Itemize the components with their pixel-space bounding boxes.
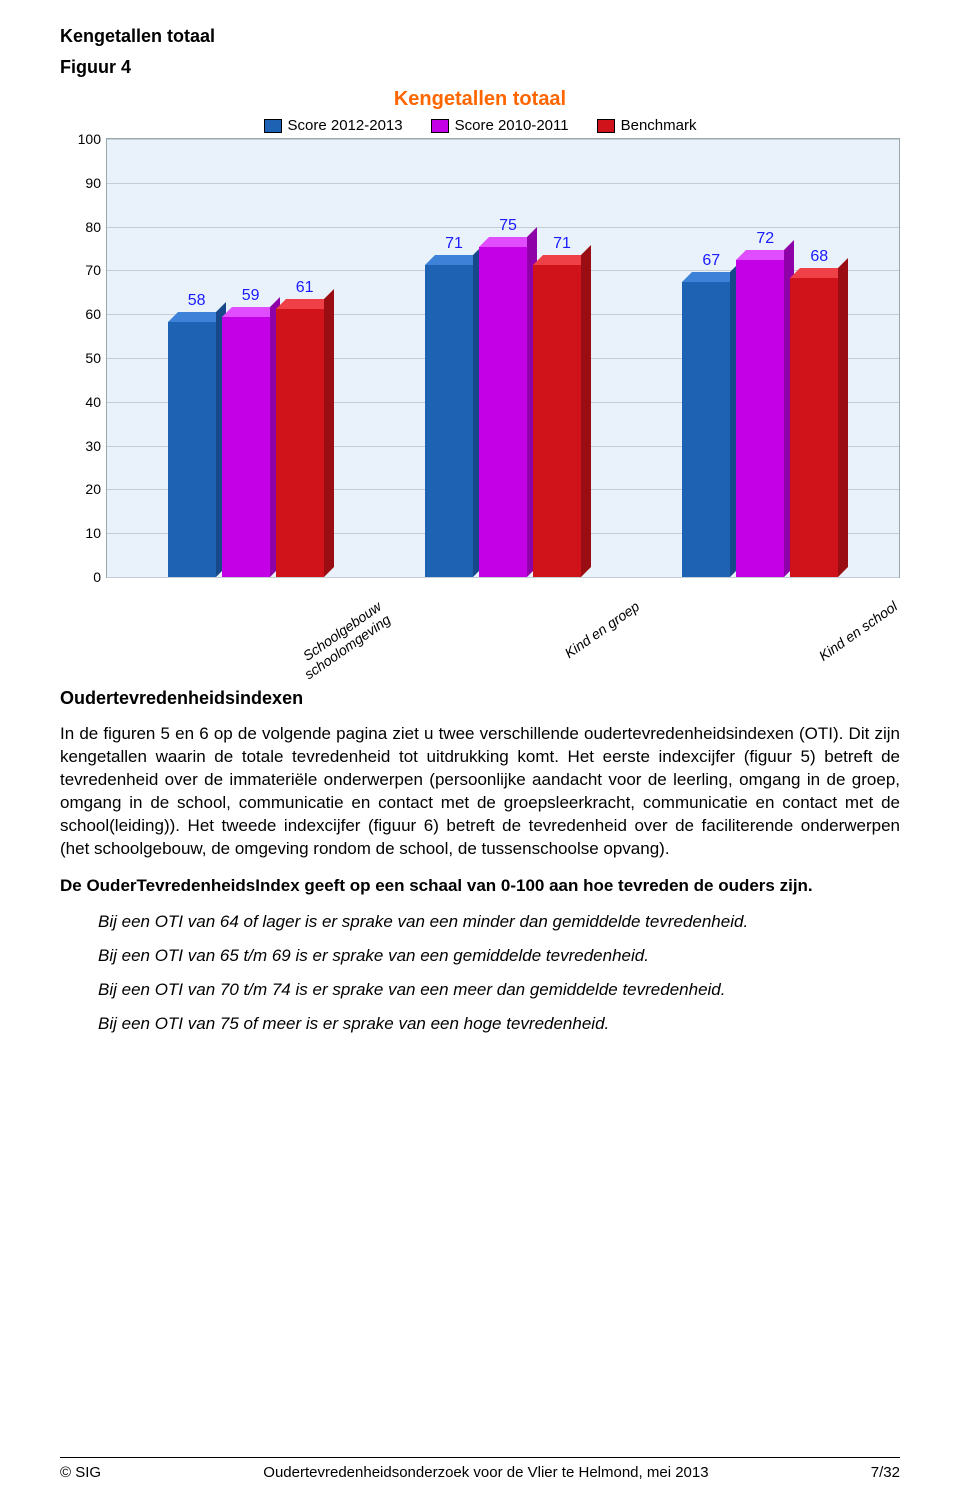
footer-left: © SIG — [60, 1464, 101, 1481]
y-tick: 70 — [85, 262, 101, 278]
bar-value-label: 61 — [276, 279, 334, 297]
bullet-oti-65-69: Bij een OTI van 65 t/m 69 is er sprake v… — [98, 946, 900, 966]
footer-right: 7/32 — [871, 1464, 900, 1481]
bar: 71 — [425, 265, 473, 577]
legend-item: Benchmark — [597, 117, 697, 134]
bar: 75 — [479, 247, 527, 577]
chart-legend: Score 2012-2013 Score 2010-2011 Benchmark — [60, 117, 900, 134]
footer-center: Oudertevredenheidsonderzoek voor de Vlie… — [263, 1464, 708, 1481]
legend-item: Score 2010-2011 — [431, 117, 569, 134]
bar-group: 585961 — [168, 309, 324, 577]
bar: 68 — [790, 278, 838, 577]
paragraph-intro: In de figuren 5 en 6 op de volgende pagi… — [60, 723, 900, 861]
bar: 61 — [276, 309, 324, 577]
chart-container: Kengetallen totaal Score 2012-2013Score … — [60, 88, 900, 658]
bar-value-label: 71 — [425, 235, 483, 253]
bar: 59 — [222, 317, 270, 577]
y-tick: 10 — [85, 525, 101, 541]
legend-item: Score 2012-2013 — [264, 117, 403, 134]
chart-bars: 585961717571677268 — [107, 139, 899, 577]
legend-label: Score 2010-2011 — [455, 117, 569, 134]
bar-value-label: 58 — [168, 292, 226, 310]
y-tick: 90 — [85, 175, 101, 191]
bar: 58 — [168, 322, 216, 577]
bar-group: 677268 — [682, 260, 838, 577]
y-tick: 40 — [85, 394, 101, 410]
bar: 71 — [533, 265, 581, 577]
chart-y-axis: 0102030405060708090100 — [61, 139, 107, 577]
heading-main: Kengetallen totaal — [60, 26, 900, 47]
y-tick: 80 — [85, 219, 101, 235]
bar-value-label: 67 — [682, 252, 740, 270]
y-tick: 0 — [93, 569, 101, 585]
legend-label: Score 2012-2013 — [288, 117, 403, 134]
chart-x-axis: Schoolgebouw schoolomgevingKind en groep… — [106, 578, 900, 658]
y-tick: 60 — [85, 306, 101, 322]
bar: 72 — [736, 260, 784, 577]
legend-swatch — [431, 119, 449, 133]
bar-value-label: 72 — [736, 230, 794, 248]
legend-swatch — [597, 119, 615, 133]
chart-plot-area: 0102030405060708090100 58596171757167726… — [106, 138, 900, 578]
bar-value-label: 75 — [479, 217, 537, 235]
bar-value-label: 71 — [533, 235, 591, 253]
bullet-oti-64: Bij een OTI van 64 of lager is er sprake… — [98, 912, 900, 932]
chart-title: Kengetallen totaal — [60, 88, 900, 111]
bar: 67 — [682, 282, 730, 577]
page: Kengetallen totaal Figuur 4 Kengetallen … — [0, 0, 960, 1511]
y-tick: 100 — [78, 131, 101, 147]
y-tick: 20 — [85, 481, 101, 497]
bar-group: 717571 — [425, 247, 581, 577]
y-tick: 50 — [85, 350, 101, 366]
legend-label: Benchmark — [621, 117, 697, 134]
paragraph-scale: De OuderTevredenheidsIndex geeft op een … — [60, 875, 900, 898]
y-tick: 30 — [85, 438, 101, 454]
heading-figure: Figuur 4 — [60, 57, 900, 78]
legend-swatch — [264, 119, 282, 133]
bullet-oti-70-74: Bij een OTI van 70 t/m 74 is er sprake v… — [98, 980, 900, 1000]
bullet-oti-75: Bij een OTI van 75 of meer is er sprake … — [98, 1014, 900, 1034]
bar-value-label: 59 — [222, 287, 280, 305]
page-footer: © SIG Oudertevredenheidsonderzoek voor d… — [60, 1457, 900, 1481]
bar-value-label: 68 — [790, 248, 848, 266]
